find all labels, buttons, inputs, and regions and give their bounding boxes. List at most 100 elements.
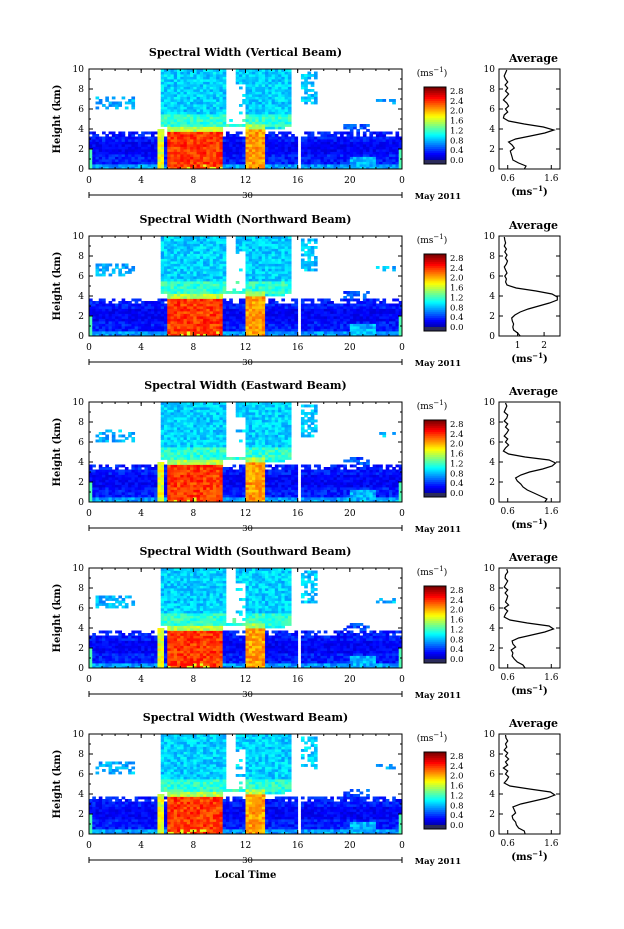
heatmap-cell: [177, 288, 181, 292]
heatmap-cell: [203, 311, 207, 314]
heatmap-cell: [304, 263, 308, 267]
heatmap-cell: [137, 321, 142, 324]
heatmap-cell: [206, 306, 211, 309]
heatmap-cell: [157, 164, 162, 167]
heatmap-cell: [89, 149, 93, 152]
heatmap-cell: [102, 154, 106, 157]
heatmap-cell: [137, 316, 142, 319]
heatmap-cell: [304, 253, 308, 257]
colorbar-swatch: [424, 156, 446, 159]
heatmap-cell: [193, 258, 197, 262]
heatmap-cell: [278, 84, 282, 87]
heatmap-cell: [173, 333, 178, 337]
heatmap-cell: [238, 306, 243, 309]
heatmap-cell: [199, 161, 204, 165]
heatmap-cell: [180, 323, 184, 327]
heatmap-cell: [327, 164, 331, 167]
heatmap-cell: [150, 301, 155, 304]
heatmap-cell: [353, 321, 357, 324]
heatmap-cell: [255, 276, 259, 279]
heatmap-cell: [307, 136, 312, 140]
heatmap-cell: [235, 131, 240, 135]
heatmap-cell: [124, 311, 129, 314]
heatmap-cell: [265, 89, 269, 92]
heatmap-cell: [281, 261, 286, 264]
heatmap-cell: [196, 271, 201, 274]
heatmap-cell: [278, 268, 282, 272]
heatmap-cell: [154, 333, 158, 337]
average-y-tick-label: 10: [484, 65, 496, 75]
heatmap-cell: [167, 246, 171, 249]
heatmap-cell: [177, 86, 181, 90]
heatmap-cell: [206, 326, 211, 329]
heatmap-cell: [287, 303, 292, 307]
heatmap-cell: [190, 119, 194, 122]
heatmap-cell: [173, 106, 178, 110]
heatmap-cell: [248, 306, 253, 309]
heatmap-cell: [304, 331, 308, 334]
heatmap-cell: [320, 146, 325, 150]
heatmap-cell: [206, 298, 211, 302]
heatmap-cell: [115, 316, 119, 319]
heatmap-cell: [232, 326, 237, 329]
heatmap-cell: [105, 156, 109, 160]
heatmap-cell: [154, 149, 158, 152]
heatmap-cell: [216, 281, 220, 284]
heatmap-cell: [160, 91, 165, 95]
heatmap-cell: [362, 149, 367, 152]
heatmap-cell: [180, 326, 184, 329]
heatmap-cell: [258, 333, 263, 337]
heatmap-cell: [163, 276, 168, 279]
heatmap-cell: [258, 164, 263, 167]
heatmap-cell: [261, 236, 266, 239]
heatmap-cell: [199, 71, 204, 75]
heatmap-cell: [261, 96, 266, 100]
heatmap-cell: [199, 293, 204, 297]
heatmap-cell: [203, 156, 207, 160]
heatmap-cell: [102, 298, 106, 302]
heatmap-cell: [225, 161, 230, 165]
heatmap-cell: [160, 321, 165, 324]
heatmap-cell: [287, 278, 292, 282]
heatmap-cell: [349, 316, 354, 319]
heatmap-cell: [359, 301, 364, 304]
heatmap-cell: [92, 166, 96, 170]
heatmap-cell: [372, 164, 377, 167]
heatmap-cell: [229, 313, 233, 317]
heatmap-cell: [199, 266, 204, 269]
heatmap-cell: [271, 323, 276, 327]
heatmap-cell: [177, 156, 181, 160]
heatmap-cell: [199, 96, 204, 100]
heatmap-cell: [209, 313, 214, 317]
heatmap-cell: [209, 248, 214, 252]
colorbar-swatch: [424, 265, 446, 268]
heatmap-cell: [216, 94, 220, 97]
heatmap-cell: [209, 288, 214, 292]
heatmap-cell: [261, 323, 266, 327]
heatmap-cell: [219, 298, 224, 302]
heatmap-cell: [206, 303, 211, 307]
heatmap-cell: [170, 293, 175, 297]
heatmap-cell: [385, 306, 390, 309]
average-y-tick-label: 4: [489, 125, 495, 135]
heatmap-cell: [180, 258, 184, 262]
colorbar-tick-label: 2.0: [450, 107, 464, 117]
heatmap-cell: [261, 131, 266, 135]
heatmap-cell: [199, 159, 204, 162]
heatmap-cell: [268, 251, 272, 254]
heatmap-cell: [219, 91, 224, 95]
heatmap-cell: [268, 283, 272, 287]
heatmap-cell: [265, 253, 269, 257]
heatmap-cell: [170, 104, 175, 107]
heatmap-cell: [115, 134, 119, 137]
heatmap-cell: [248, 333, 253, 337]
heatmap-cell: [379, 161, 383, 165]
heatmap-cell: [320, 139, 325, 142]
heatmap-cell: [235, 76, 240, 80]
heatmap-cell: [128, 161, 132, 165]
heatmap-cell: [258, 136, 263, 140]
heatmap-cell: [265, 156, 269, 160]
heatmap-cell: [95, 156, 100, 160]
heatmap-cell: [180, 241, 184, 244]
heatmap-cell: [281, 238, 286, 242]
